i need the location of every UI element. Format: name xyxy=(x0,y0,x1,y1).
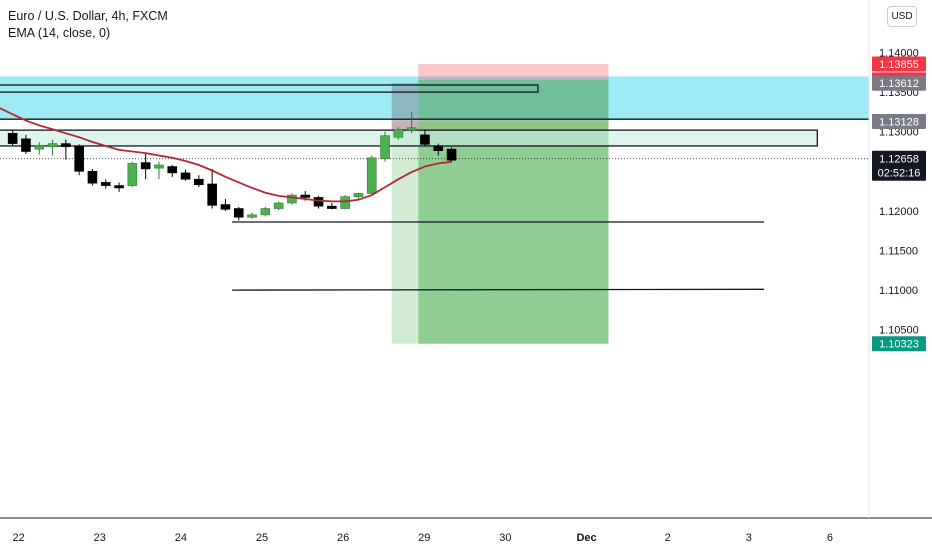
candle-body xyxy=(87,171,98,184)
price-tag xyxy=(872,114,926,130)
candle-body xyxy=(220,204,231,210)
candle-body xyxy=(233,208,244,218)
price-tag xyxy=(872,56,926,72)
time-tick-label: 26 xyxy=(337,532,349,544)
indicator-label[interactable]: EMA (14, close, 0) xyxy=(8,26,111,40)
candle-body xyxy=(74,146,84,172)
price-tick-label: 1.12000 xyxy=(879,206,919,218)
price-tick-label: 1.13000 xyxy=(879,127,919,139)
price-tag-label: 1.13612 xyxy=(879,78,919,90)
time-tick-label: 25 xyxy=(256,532,268,544)
price-tag-label: 1.13128 xyxy=(879,117,919,129)
candle-body xyxy=(366,157,377,194)
candle-body xyxy=(260,208,271,216)
time-tick-label: 6 xyxy=(827,532,833,544)
candle-body xyxy=(273,202,284,209)
candle-body xyxy=(34,145,45,150)
time-tick-label: 30 xyxy=(499,532,511,544)
candle-body xyxy=(247,214,257,218)
entry-zone xyxy=(418,79,609,122)
symbol-title[interactable]: Euro / U.S. Dollar, 4h, FXCM xyxy=(8,9,168,23)
candle-body xyxy=(300,194,311,198)
candle-body xyxy=(114,185,124,189)
time-tick-label: 29 xyxy=(418,532,430,544)
pre-target-zone xyxy=(391,131,419,344)
price-tick-label: 1.11500 xyxy=(879,246,918,258)
candle-body xyxy=(61,143,71,148)
price-tag-label: 1.12658 xyxy=(879,153,919,165)
time-tick-label: 2 xyxy=(665,532,671,544)
price-tag xyxy=(872,150,926,181)
candle-body xyxy=(21,138,31,152)
price-tick-label: 1.10500 xyxy=(879,325,919,337)
chart-legend: Euro / U.S. Dollar, 4h, FXCM EMA (14, cl… xyxy=(8,8,168,42)
candle-body xyxy=(180,172,191,180)
stop-loss-zone xyxy=(418,63,609,80)
support-line-2 xyxy=(232,288,765,291)
candle-body xyxy=(287,194,297,204)
price-tag xyxy=(872,336,926,352)
pending-zone xyxy=(391,83,419,132)
candle-body xyxy=(154,164,164,169)
time-tick-label: 22 xyxy=(13,532,25,544)
price-tag-label: 1.10323 xyxy=(879,339,919,351)
candle-body xyxy=(47,143,58,148)
time-tick-label: 23 xyxy=(94,532,106,544)
candle-body xyxy=(446,148,457,161)
candle-body xyxy=(380,135,390,159)
candle-body xyxy=(167,166,178,174)
price-tag xyxy=(872,75,926,91)
candle-body xyxy=(433,145,444,152)
candle-body xyxy=(127,163,138,186)
ema-line xyxy=(0,107,452,203)
candle-body xyxy=(100,182,111,186)
candle-body xyxy=(7,132,18,144)
price-tag-label: 1.13855 xyxy=(879,59,919,71)
countdown-label: 02:52:16 xyxy=(878,167,921,179)
resistance-box xyxy=(0,84,539,93)
time-tick-label: Dec xyxy=(576,532,596,544)
candle-body xyxy=(340,196,350,209)
candle-body xyxy=(194,178,204,186)
candle-body xyxy=(327,205,337,209)
candle-body xyxy=(420,134,430,145)
price-tick-label: 1.11000 xyxy=(879,285,918,297)
candle-body xyxy=(207,183,217,206)
time-tick-label: 24 xyxy=(175,532,187,544)
time-tick-label: 3 xyxy=(746,532,752,544)
currency-button[interactable]: USD xyxy=(887,6,917,27)
support-zone-box xyxy=(0,129,818,147)
candle-body xyxy=(140,162,151,170)
plot-area xyxy=(0,63,869,344)
candle-body xyxy=(393,129,404,138)
candle-body xyxy=(406,127,417,131)
candle-body xyxy=(353,193,364,197)
candle-body xyxy=(313,197,324,207)
